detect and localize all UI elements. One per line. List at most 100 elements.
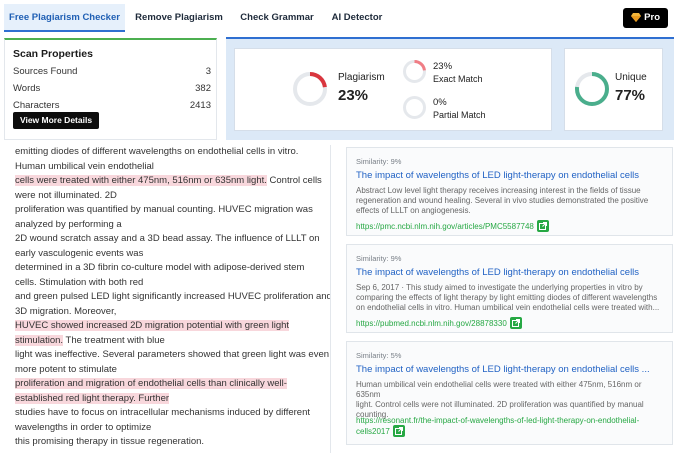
- sources-found-row: Sources Found 3: [13, 66, 211, 77]
- scanned-text-panel: emitting diodes of different wavelengths…: [4, 145, 331, 453]
- characters-label: Characters: [13, 100, 60, 111]
- exact-match-label: Exact Match: [433, 74, 483, 84]
- tab-check-grammar[interactable]: Check Grammar: [240, 12, 314, 23]
- description-line: Human umbilical vein endothelial cells w…: [356, 380, 642, 399]
- sources-found-label: Sources Found: [13, 66, 78, 77]
- plagiarism-ring: [293, 72, 327, 106]
- text-line: wavelengths in order to optimize: [15, 421, 151, 434]
- unique-label: Unique: [615, 72, 647, 83]
- original-text: Human umbilical vein endothelial: [15, 160, 154, 172]
- url-text: https://pubmed.ncbi.nlm.nih.gov/28878330: [356, 319, 507, 329]
- text-line: were not illuminated. 2D: [15, 189, 117, 202]
- original-text: studies have to focus on intracellular m…: [15, 407, 311, 418]
- url-text: https://resonant.fr/the-impact-of-wavele…: [356, 416, 640, 425]
- original-text: early vasculogenic events was: [15, 247, 144, 259]
- description-line: Sep 6, 2017 · This study aimed to invest…: [356, 283, 643, 292]
- partial-match-value: 0%: [433, 97, 447, 108]
- external-link-icon[interactable]: [536, 220, 549, 232]
- text-line: studies have to focus on intracellular m…: [15, 406, 310, 419]
- original-text: 3D migration. Moreover,: [15, 305, 117, 317]
- original-text: Control cells: [266, 175, 322, 186]
- text-line: emitting diodes of different wavelengths…: [15, 145, 298, 158]
- original-text: and green pulsed LED light significantly…: [15, 291, 331, 302]
- original-text: were not illuminated. 2D: [15, 189, 117, 201]
- exact-match-value: 23%: [433, 61, 453, 72]
- words-value: 382: [195, 83, 211, 94]
- original-text: more potent to stimulate: [15, 363, 117, 375]
- text-line: this promising therapy in tissue regener…: [15, 435, 204, 448]
- results-summary: Plagiarism 23% 23% Exact Match 0% Partia…: [226, 37, 674, 140]
- characters-value: 2413: [189, 100, 211, 111]
- description-line: effects of LLLT on angiogenesis.: [356, 206, 471, 215]
- original-text: emitting diodes of different wavelengths…: [15, 146, 299, 157]
- original-text: proliferation was quantified by manual c…: [15, 204, 313, 215]
- description-line: regeneration and wound healing. Several …: [356, 196, 649, 205]
- tab-remove-plagiarism[interactable]: Remove Plagiarism: [135, 12, 223, 23]
- description-line: comparing the effects of light therapy b…: [356, 293, 658, 302]
- similarity-label: Similarity: 5%: [356, 351, 402, 360]
- text-line: light was ineffective. Several parameter…: [15, 348, 329, 361]
- source-description: Sep 6, 2017 · This study aimed to invest…: [356, 283, 661, 313]
- source-result-card[interactable]: Similarity: 5% The impact of wavelengths…: [346, 341, 673, 445]
- text-line: proliferation was quantified by manual c…: [15, 203, 313, 216]
- original-text: this promising therapy in tissue regener…: [15, 436, 205, 447]
- text-line: and green pulsed LED light significantly…: [15, 290, 331, 303]
- source-title-link[interactable]: The impact of wavelengths of LED light-t…: [356, 364, 650, 375]
- tab-bar: Free Plagiarism Checker Remove Plagiaris…: [4, 4, 672, 32]
- source-description: Human umbilical vein endothelial cells w…: [356, 380, 661, 420]
- source-result-card[interactable]: Similarity: 9% The impact of wavelengths…: [346, 244, 673, 333]
- text-line: 2D wound scratch assay and a 3D bead ass…: [15, 232, 320, 245]
- partial-match-ring: [403, 96, 426, 119]
- pro-button[interactable]: Pro: [623, 8, 668, 28]
- plagiarized-text[interactable]: HUVEC showed increased 2D migration pote…: [15, 320, 290, 331]
- plagiarized-text[interactable]: proliferation and migration of endotheli…: [15, 378, 287, 389]
- scan-properties-title: Scan Properties: [13, 48, 93, 60]
- original-text: The treatment with blue: [63, 334, 165, 346]
- url-text: https://pmc.ncbi.nlm.nih.gov/articles/PM…: [356, 222, 534, 232]
- source-url[interactable]: https://resonant.fr/the-impact-of-wavele…: [356, 416, 639, 438]
- view-more-details-button[interactable]: View More Details: [13, 112, 99, 129]
- external-link-icon[interactable]: [509, 317, 522, 329]
- plagiarized-text[interactable]: established red light therapy. Further: [15, 392, 170, 404]
- partial-match-label: Partial Match: [433, 110, 486, 120]
- plagiarized-text[interactable]: cells were treated with either 475nm, 51…: [15, 175, 267, 186]
- original-text: cells. Stimulation with both red: [15, 276, 144, 288]
- unique-card: Unique 77%: [564, 48, 663, 131]
- source-title-link[interactable]: The impact of wavelengths of LED light-t…: [356, 267, 640, 278]
- description-line: Abstract Low level light therapy receive…: [356, 186, 641, 195]
- text-line: analyzed by performing a: [15, 218, 122, 231]
- text-line: 3D migration. Moreover,: [15, 305, 116, 318]
- scan-properties-panel: Scan Properties Sources Found 3 Words 38…: [4, 38, 217, 140]
- external-link-icon[interactable]: [392, 425, 405, 437]
- source-description: Abstract Low level light therapy receive…: [356, 186, 661, 216]
- source-result-card[interactable]: Similarity: 9% The impact of wavelengths…: [346, 147, 673, 236]
- tab-ai-detector[interactable]: AI Detector: [331, 12, 383, 23]
- text-line: Human umbilical vein endothelial: [15, 160, 154, 173]
- description-line: on endothelial cells in vitro. Human umb…: [356, 303, 660, 312]
- text-line: cells. Stimulation with both red: [15, 276, 143, 289]
- text-line: established red light therapy. Further: [15, 392, 170, 405]
- original-text: 2D wound scratch assay and a 3D bead ass…: [15, 233, 320, 244]
- diamond-icon: [631, 13, 641, 22]
- plagiarism-value: 23%: [338, 87, 369, 104]
- text-line: proliferation and migration of endotheli…: [15, 377, 287, 390]
- similarity-label: Similarity: 9%: [356, 254, 402, 263]
- pro-label: Pro: [644, 12, 660, 23]
- plagiarized-text[interactable]: stimulation.: [15, 334, 64, 346]
- unique-value: 77%: [615, 87, 646, 104]
- text-line: HUVEC showed increased 2D migration pote…: [15, 319, 290, 332]
- text-line: stimulation. The treatment with blue: [15, 334, 165, 347]
- original-text: determined in a 3D fibrin co-culture mod…: [15, 262, 305, 273]
- description-line: counting.: [356, 410, 389, 419]
- text-line: more potent to stimulate: [15, 363, 117, 376]
- original-text: analyzed by performing a: [15, 218, 122, 230]
- tab-free-plagiarism-checker[interactable]: Free Plagiarism Checker: [4, 4, 125, 32]
- source-url[interactable]: https://pubmed.ncbi.nlm.nih.gov/28878330: [356, 317, 522, 330]
- url-text: cells2017: [356, 427, 390, 437]
- similarity-label: Similarity: 9%: [356, 157, 402, 166]
- exact-match-ring: [403, 60, 426, 83]
- source-url[interactable]: https://pmc.ncbi.nlm.nih.gov/articles/PM…: [356, 220, 549, 233]
- characters-row: Characters 2413: [13, 100, 211, 111]
- description-line: light. Control cells were not illuminate…: [356, 400, 644, 409]
- source-title-link[interactable]: The impact of wavelengths of LED light-t…: [356, 170, 640, 181]
